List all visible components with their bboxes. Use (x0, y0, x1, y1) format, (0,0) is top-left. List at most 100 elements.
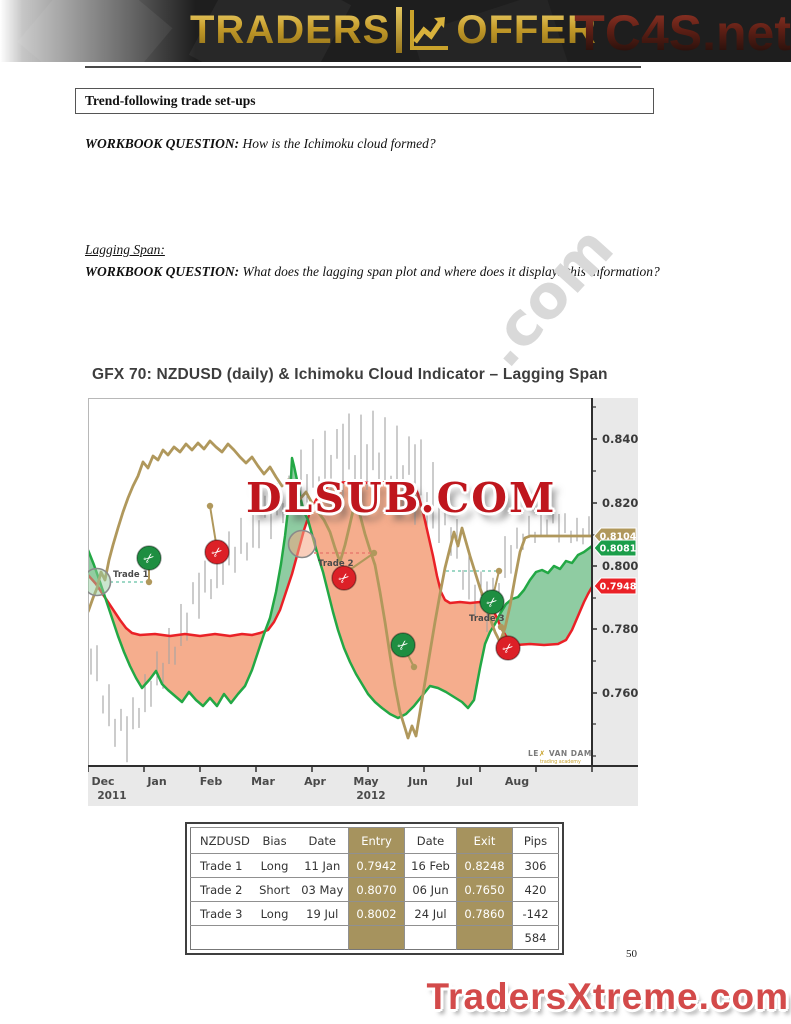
table-total-row: 584 (190, 925, 559, 950)
chart-arrow-icon (410, 10, 449, 50)
svg-text:Apr: Apr (304, 775, 326, 788)
senkou-a-line (88, 456, 592, 720)
table-header-date: Date (296, 827, 349, 854)
trade-annotations: ✂ ✂Trade 1 ✂✂Trade 2✂✂Trade 3 (88, 502, 521, 671)
svg-text:Feb: Feb (200, 775, 223, 788)
table-cell: 06 Jun (404, 877, 457, 902)
table-cell: 584 (512, 925, 559, 950)
traders-offer-logo: TRADERS OFFER (190, 7, 597, 53)
trade-annotation: ✂✂ (287, 529, 418, 671)
table-cell: 306 (512, 853, 559, 878)
table-cell: 0.8002 (348, 901, 405, 926)
table-cell (404, 925, 457, 950)
table-header-date: Date (404, 827, 457, 854)
header-rule (85, 66, 641, 68)
footer-watermark: TradersXtreme.com (426, 976, 789, 1017)
question-text: How is the Ichimoku cloud formed? (242, 136, 436, 151)
section-heading: Trend-following trade set-ups (85, 93, 256, 108)
diagonal-watermark: .com (466, 213, 628, 381)
lagging-span-subheading: Lagging Span: (85, 242, 165, 257)
table-header-bias: Bias (252, 827, 297, 854)
question-text: What does the lagging span plot and wher… (242, 264, 660, 279)
svg-text:0.8104: 0.8104 (600, 532, 637, 543)
workbook-question-2: WORKBOOK QUESTION: What does the lagging… (85, 264, 745, 280)
svg-text:trading academy: trading academy (540, 759, 581, 765)
tc4s-watermark: TC4S.net (574, 5, 791, 61)
scissors-marker-icon (390, 632, 416, 658)
svg-text:0.7948: 0.7948 (600, 582, 637, 593)
table-cell: 420 (512, 877, 559, 902)
table-cell: 11 Jan (296, 853, 349, 878)
table-cell (296, 925, 349, 950)
logo-divider (396, 7, 403, 53)
svg-text:0.8081: 0.8081 (600, 544, 637, 555)
svg-text:Jun: Jun (407, 775, 428, 788)
x-axis-ticks: Dec Jan Feb Mar Apr May Jun Jul Aug 2011 2012 (88, 766, 593, 802)
table-cell: Long (252, 901, 297, 926)
trade-entry-ring (88, 567, 112, 597)
table-row: Trade 2 Short 03 May 0.8070 06 Jun 0.7650 420 (190, 877, 559, 902)
table-header-nzdusd: NZDUSD (190, 827, 253, 854)
trade-annotation: ✂✂ (446, 567, 521, 661)
header-banner: TRADERS OFFER TC4S.net (0, 0, 791, 62)
table-cell: -142 (512, 901, 559, 926)
trade-label: Trade 2 (318, 559, 354, 569)
table-cell: 0.8248 (456, 853, 513, 878)
trade-entry-ring (287, 529, 317, 559)
svg-text:2012: 2012 (356, 790, 385, 802)
question-label: WORKBOOK QUESTION: (85, 264, 240, 279)
table-header-entry: Entry (348, 827, 405, 854)
table-cell: Short (252, 877, 297, 902)
svg-text:May: May (353, 775, 378, 788)
svg-text:2011: 2011 (97, 790, 126, 802)
scissors-marker-icon (204, 539, 230, 565)
chart-title: GFX 70: NZDUSD (daily) & Ichimoku Cloud … (92, 366, 608, 383)
table-row: Trade 1 Long 11 Jan 0.7942 16 Feb 0.8248 306 (190, 853, 559, 878)
trade-label: Trade 1 (113, 570, 149, 580)
table-row: Trade 3 Long 19 Jul 0.8002 24 Jul 0.7860 -142 (190, 901, 559, 926)
table-cell: 0.8070 (348, 877, 405, 902)
chart-overlay-watermark: DLSUB.COM (246, 474, 557, 522)
svg-text:Jan: Jan (146, 775, 166, 788)
svg-text:Dec: Dec (91, 775, 114, 788)
table-header-pips: Pips (512, 827, 559, 854)
table-cell: Trade 3 (190, 901, 253, 926)
candlesticks (90, 410, 590, 763)
scissors-marker-icon (331, 565, 357, 591)
table-cell: 0.7650 (456, 877, 513, 902)
table-cell: 0.7860 (456, 901, 513, 926)
svg-text:Jul: Jul (456, 775, 473, 788)
table-cell: 16 Feb (404, 853, 457, 878)
table-cell (190, 925, 253, 950)
trades-table-box: NZDUSD Bias Date Entry Date Exit Pips Trade 1 Lo… (185, 822, 564, 955)
table-cell: Trade 2 (190, 877, 253, 902)
scissors-marker-icon (495, 635, 521, 661)
table-cell: Long (252, 853, 297, 878)
question-label: WORKBOOK QUESTION: (85, 136, 240, 151)
svg-text:LE✗ VAN DAM: LE✗ VAN DAM (528, 749, 592, 758)
table-cell: 19 Jul (296, 901, 349, 926)
scissors-marker-icon (136, 545, 162, 571)
svg-text:0.7600: 0.7600 (602, 686, 638, 700)
trade-label: Trade 3 (469, 614, 505, 624)
table-cell (456, 925, 513, 950)
table-cell: 0.7942 (348, 853, 405, 878)
date-axis-band (88, 766, 638, 806)
trades-table: NZDUSD Bias Date Entry Date Exit Pips Trade 1 Lo… (190, 827, 559, 950)
logo-word-offer: OFFER (456, 7, 597, 52)
page-number: 50 (626, 948, 637, 960)
logo-word-traders: TRADERS (190, 7, 391, 52)
table-header-exit: Exit (456, 827, 513, 854)
table-cell (252, 925, 297, 950)
section-heading-box: Trend-following trade set-ups (75, 88, 654, 114)
svg-text:Mar: Mar (251, 775, 275, 788)
banner-fade (0, 0, 280, 62)
